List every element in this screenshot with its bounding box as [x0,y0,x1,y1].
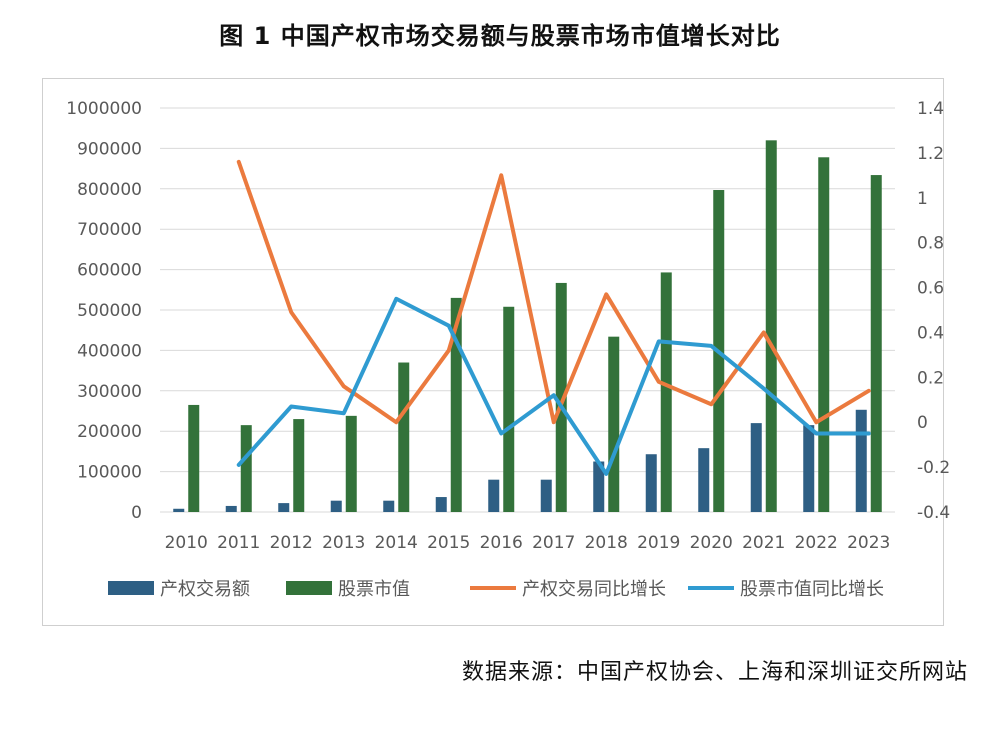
x-tick-label: 2011 [217,533,260,553]
y-left-tick-label: 1000000 [66,99,142,119]
x-tick-label: 2010 [165,533,208,553]
chart-frame [42,78,944,626]
y-left-tick-label: 800000 [77,180,142,200]
y-right-tick-label: 0.4 [917,323,944,343]
bar-market-cap [188,404,200,512]
x-tick-label: 2012 [270,533,313,553]
legend-swatch [286,581,332,595]
legend: 产权交易额 股票市值 产权交易同比增长 股票市值同比增长 [108,579,884,600]
y-right-tick-label: 1.4 [917,99,944,119]
y-right-tick-label: -0.4 [917,503,950,523]
bar-market-cap [345,415,357,512]
bar-transaction [488,479,500,512]
bar-market-cap [818,157,830,512]
bar-transaction [540,479,552,512]
x-tick-label: 2013 [322,533,365,553]
bar-transaction [750,423,762,512]
bar-market-cap [555,282,567,512]
bar-transaction [173,508,185,512]
bar-transaction [435,497,447,512]
y-right-tick-label: 0.2 [917,368,944,388]
y-left-tick-label: 700000 [77,220,142,240]
bar-market-cap [660,272,672,512]
y-right-ticks: -0.4 -0.2 0 0.2 0.4 0.6 0.8 1 1.2 1.4 [917,99,950,523]
x-tick-label: 2020 [690,533,733,553]
bar-transaction [330,500,342,512]
x-tick-label: 2015 [427,533,470,553]
bar-transaction [645,454,657,512]
bar-transaction [593,461,605,512]
line-market-cap-growth [236,296,871,476]
source-note: 数据来源：中国产权协会、上海和深圳证交所网站 [461,660,968,685]
x-ticks: 2010 2011 2012 2013 2014 2015 2016 2017 2018 2019… [165,533,891,553]
y-right-tick-label: 1 [917,189,928,209]
line-transaction-growth [236,159,871,425]
x-tick-label: 2019 [637,533,680,553]
y-right-tick-label: 1.2 [917,144,944,164]
legend-label: 股票市值同比增长 [740,579,884,600]
x-tick-label: 2014 [375,533,418,553]
y-left-tick-label: 0 [131,503,142,523]
bar-transaction [383,500,395,512]
x-tick-label: 2022 [795,533,838,553]
bar-market-cap [240,425,252,512]
legend-label: 产权交易同比增长 [522,579,666,600]
y-left-tick-label: 400000 [77,341,142,361]
x-tick-label: 2017 [532,533,575,553]
bar-transaction [803,425,815,512]
bar-market-cap [870,175,882,512]
bar-market-cap [608,336,620,512]
legend-swatch [108,581,154,595]
y-left-tick-label: 100000 [77,463,142,483]
y-right-tick-label: 0.6 [917,279,944,299]
y-left-tick-label: 300000 [77,382,142,402]
x-tick-label: 2023 [847,533,890,553]
bar-transaction [278,503,290,512]
y-left-tick-label: 500000 [77,301,142,321]
x-tick-label: 2021 [742,533,785,553]
y-left-ticks: 0 100000 200000 300000 400000 500000 600000 700… [66,99,142,523]
bar-transaction [855,409,867,512]
y-right-tick-label: 0.8 [917,234,944,254]
x-tick-label: 2016 [480,533,523,553]
bar-market-cap [765,140,777,512]
y-left-tick-label: 600000 [77,261,142,281]
y-left-tick-label: 200000 [77,422,142,442]
bar-transaction [225,505,237,512]
y-left-tick-label: 900000 [77,139,142,159]
bar-market-cap [503,306,515,512]
legend-label: 股票市值 [338,579,410,600]
lines [236,159,871,476]
bar-transaction [698,448,710,512]
page-title: 图 1 中国产权市场交易额与股票市场市值增长对比 [219,22,781,50]
y-right-tick-label: -0.2 [917,458,950,478]
bar-market-cap [398,362,410,512]
bar-market-cap [293,419,305,512]
bar-market-cap [450,297,462,512]
y-right-tick-label: 0 [917,413,928,433]
gridlines [160,107,895,513]
legend-label: 产权交易额 [160,579,250,600]
bars [173,140,882,512]
x-tick-label: 2018 [585,533,628,553]
